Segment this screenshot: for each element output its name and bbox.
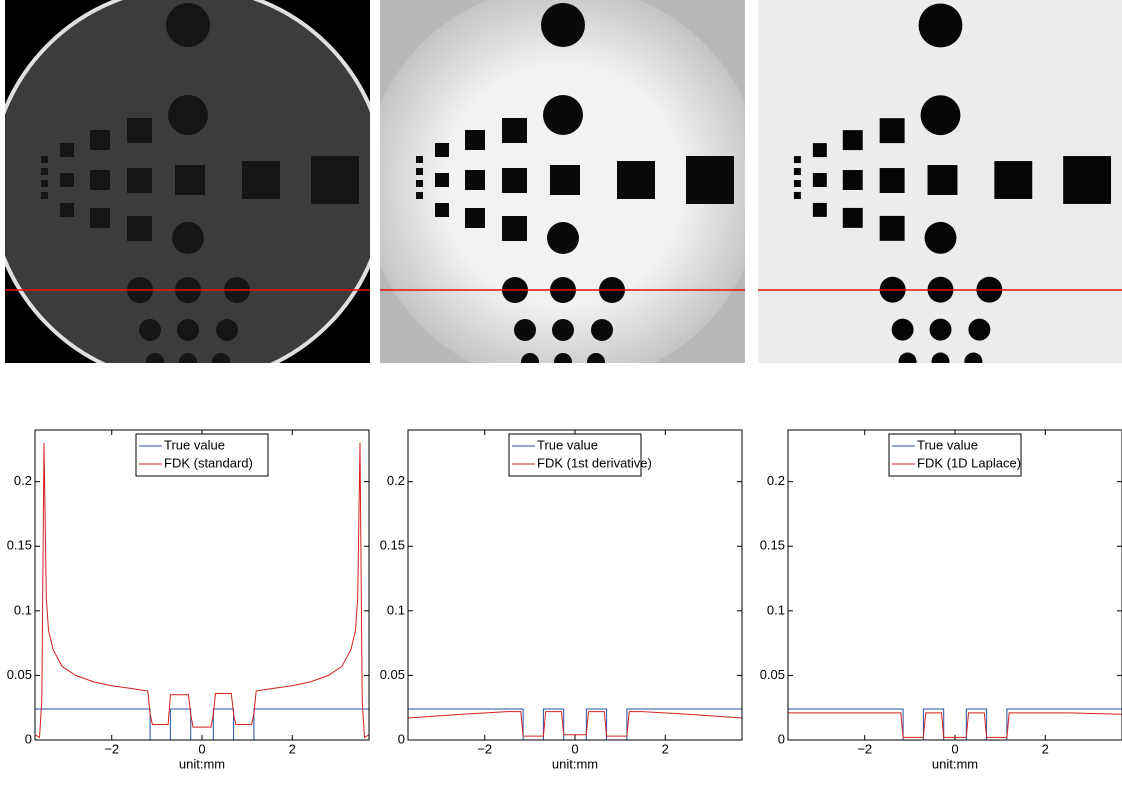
x-tick-label: −2 [477, 741, 492, 756]
y-tick-label: 0.05 [760, 667, 785, 682]
x-axis-label: unit:mm [552, 756, 598, 771]
y-tick-label: 0.05 [380, 667, 405, 682]
x-tick-label: 2 [289, 741, 296, 756]
y-tick-label: 0.2 [14, 473, 32, 488]
axes-frame [407, 429, 743, 741]
image-1d-laplace [758, 0, 1122, 363]
y-tick-label: 0 [25, 731, 32, 746]
x-tick-label: 0 [571, 741, 578, 756]
series-line [788, 712, 1122, 738]
y-tick-label: 0 [398, 731, 405, 746]
legend-label: FDK (1D Laplace) [917, 455, 1021, 470]
axes-frame [787, 429, 1122, 741]
y-tick-label: 0.15 [380, 538, 405, 553]
legend-label: FDK (standard) [164, 455, 253, 470]
x-tick-label: −2 [104, 741, 119, 756]
x-axis-label: unit:mm [179, 756, 225, 771]
legend-box [508, 433, 642, 477]
y-tick-label: 0.15 [7, 538, 32, 553]
y-tick-label: 0.15 [760, 538, 785, 553]
y-tick-label: 0.2 [767, 473, 785, 488]
x-tick-label: 0 [198, 741, 205, 756]
x-tick-label: −2 [857, 741, 872, 756]
series-line [35, 442, 369, 739]
plot: 0 0.05 0.1 0.15 0.2 −2 0 2 unit:mm True value FDK … [760, 429, 1122, 771]
plot: 0 0.05 0.1 0.15 0.2 −2 0 2 unit:mm True value FDK … [7, 429, 370, 771]
y-tick-label: 0.1 [14, 602, 32, 617]
x-tick-label: 2 [1042, 741, 1049, 756]
image-standard [5, 0, 370, 363]
y-tick-label: 0 [778, 731, 785, 746]
y-tick-label: 0.2 [387, 473, 405, 488]
y-tick-label: 0.1 [767, 602, 785, 617]
legend-label: True value [537, 437, 598, 452]
legend-box [135, 433, 269, 477]
legend-label: FDK (1st derivative) [537, 455, 652, 470]
x-axis-label: unit:mm [932, 756, 978, 771]
image-1st-derivative [380, 0, 745, 363]
x-tick-label: 2 [662, 741, 669, 756]
axes-frame [34, 429, 370, 741]
y-tick-label: 0.05 [7, 667, 32, 682]
y-tick-label: 0.1 [387, 602, 405, 617]
legend-label: True value [164, 437, 225, 452]
x-tick-label: 0 [951, 741, 958, 756]
series-line [408, 711, 742, 737]
legend-box [888, 433, 1022, 477]
legend-label: True value [917, 437, 978, 452]
plot: 0 0.05 0.1 0.15 0.2 −2 0 2 unit:mm True value FDK … [380, 429, 743, 771]
